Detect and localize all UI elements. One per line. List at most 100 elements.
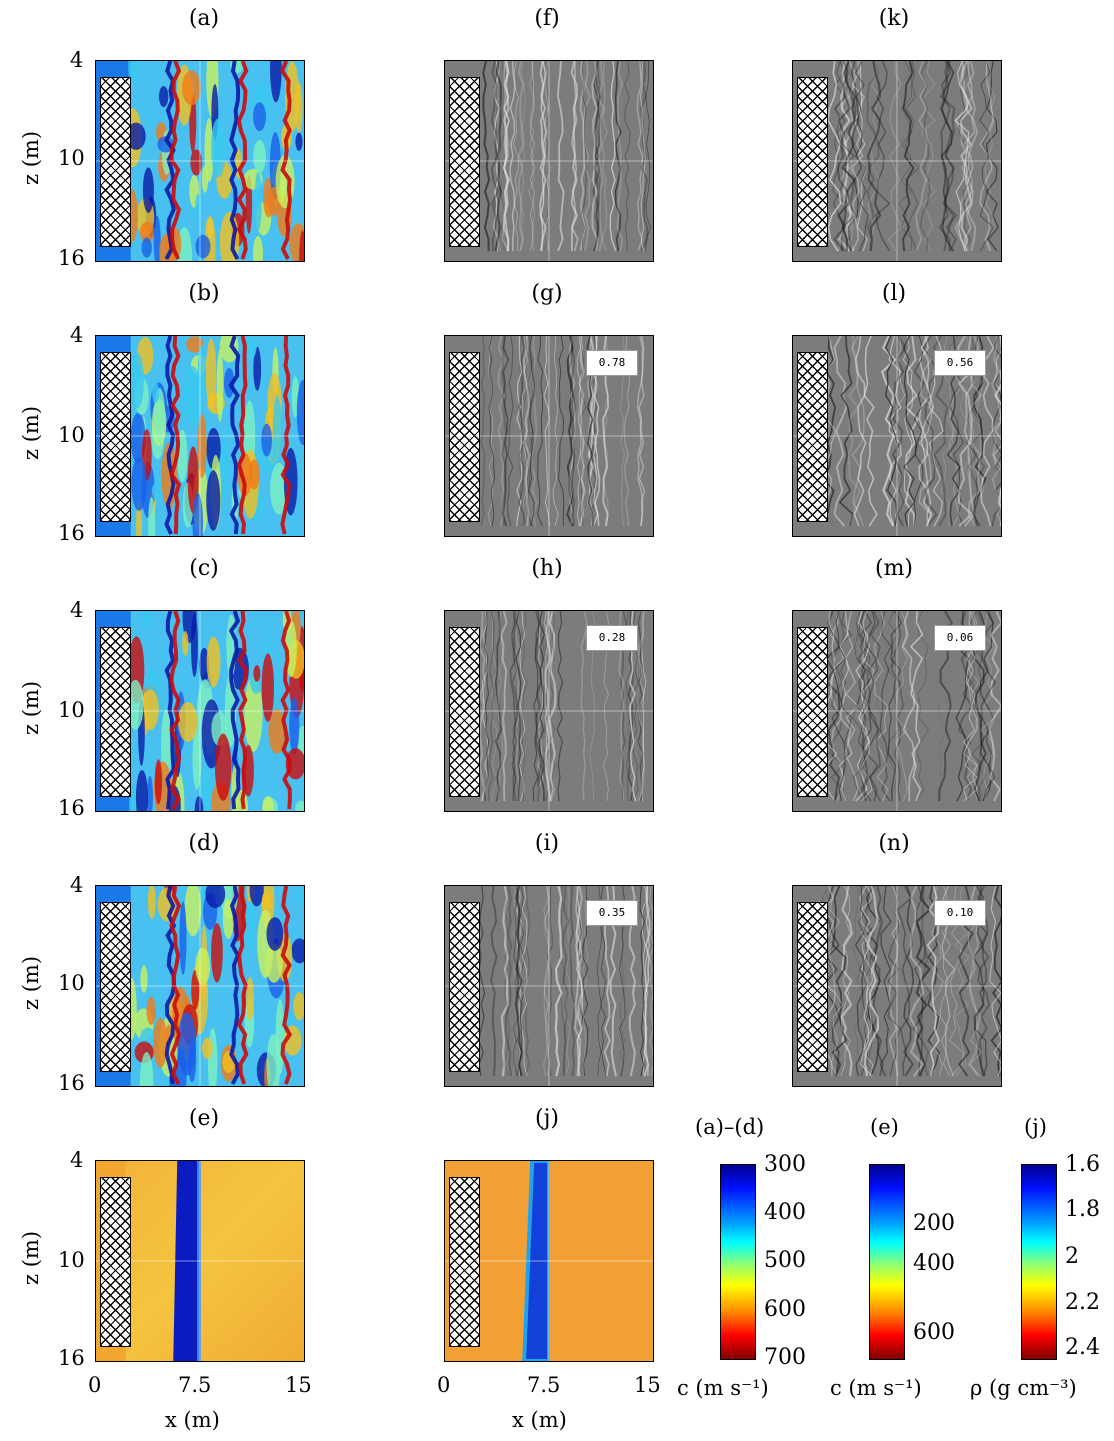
y-tick-bot-row4: 16 xyxy=(58,1071,85,1095)
colorbar-e-tick-1: 400 xyxy=(913,1251,955,1276)
colorbar-j-tick-1: 1.8 xyxy=(1065,1197,1100,1222)
x-tick-max-e: 15 xyxy=(285,1373,312,1397)
panel-f-mask xyxy=(449,77,480,247)
panel-a-velocity-map xyxy=(95,60,305,262)
panel-n-mask xyxy=(797,902,828,1072)
panel-title-d: (d) xyxy=(188,831,220,856)
panel-title-j: (j) xyxy=(535,1106,559,1131)
colorbar-j-tick-4: 2.4 xyxy=(1065,1335,1100,1360)
panel-title-i: (i) xyxy=(534,831,560,856)
panel-c-mask xyxy=(100,627,131,797)
panel-title-h: (h) xyxy=(531,556,563,581)
panel-c-image xyxy=(96,611,304,811)
colorbar-ad-tick-0: 300 xyxy=(764,1152,806,1177)
panel-h-correlation: 0.28 xyxy=(586,625,638,651)
y-tick-bot-row3: 16 xyxy=(58,796,85,820)
panel-b-velocity-map xyxy=(95,335,305,537)
panel-i-correlation: 0.35 xyxy=(586,900,638,926)
x-tick-mid-j: 7.5 xyxy=(527,1373,561,1397)
y-tick-mid-row1: 10 xyxy=(58,146,85,170)
panel-g-correlation: 0.78 xyxy=(586,350,638,376)
y-tick-mid-row5: 10 xyxy=(58,1248,85,1272)
colorbar-ad-tick-3: 600 xyxy=(764,1297,806,1322)
y-tick-top-row5: 4 xyxy=(70,1148,84,1172)
x-tick-0-j: 0 xyxy=(437,1373,451,1397)
y-axis-label-row2: z (m) xyxy=(19,405,44,461)
panel-g-image: 0.78 xyxy=(444,335,654,537)
panel-i-mask xyxy=(449,902,480,1072)
x-tick-max-j: 15 xyxy=(634,1373,661,1397)
panel-c-velocity-map xyxy=(95,610,305,812)
colorbar-e xyxy=(869,1164,905,1360)
colorbar-j-tick-2: 2 xyxy=(1065,1244,1079,1269)
y-tick-top-row4: 4 xyxy=(70,873,84,897)
panel-n-image: 0.10 xyxy=(792,885,1002,1087)
panel-b-mask xyxy=(100,352,131,522)
colorbar-e-tick-2: 600 xyxy=(913,1320,955,1345)
panel-d-mask xyxy=(100,902,131,1072)
panel-j-density-map xyxy=(444,1160,654,1362)
panel-title-n: (n) xyxy=(878,831,910,856)
panel-i-image: 0.35 xyxy=(444,885,654,1087)
y-tick-mid-row4: 10 xyxy=(58,971,85,995)
panel-m-image: 0.06 xyxy=(792,610,1002,812)
y-axis-label-row4: z (m) xyxy=(19,955,44,1011)
y-tick-bot-row1: 16 xyxy=(58,246,85,270)
colorbar-e-tick-0: 200 xyxy=(913,1211,955,1236)
panel-g-mask xyxy=(449,352,480,522)
panel-title-f: (f) xyxy=(534,6,560,31)
panel-j-mask xyxy=(449,1177,480,1347)
panel-d-velocity-map xyxy=(95,885,305,1087)
colorbar-ad-tick-4: 700 xyxy=(764,1345,806,1370)
panel-l-correlation: 0.56 xyxy=(934,350,986,376)
panel-n-correlation: 0.10 xyxy=(934,900,986,926)
y-axis-label-row3: z (m) xyxy=(19,680,44,736)
y-tick-top-row3: 4 xyxy=(70,598,84,622)
colorbar-ad xyxy=(720,1164,756,1360)
panel-k-mask xyxy=(797,77,828,247)
panel-title-e: (e) xyxy=(188,1106,220,1131)
y-axis-label-row1: z (m) xyxy=(19,130,44,186)
y-tick-mid-row2: 10 xyxy=(58,423,85,447)
colorbar-ad-unit: c (m s⁻¹) xyxy=(677,1376,769,1400)
y-tick-bot-row5: 16 xyxy=(58,1346,85,1370)
panel-h-mask xyxy=(449,627,480,797)
y-tick-mid-row3: 10 xyxy=(58,698,85,722)
panel-title-b: (b) xyxy=(188,281,220,306)
y-axis-label-row5: z (m) xyxy=(19,1230,44,1286)
panel-title-l: (l) xyxy=(881,281,907,306)
panel-title-g: (g) xyxy=(531,281,563,306)
colorbar-e-unit: c (m s⁻¹) xyxy=(830,1376,922,1400)
panel-e-mask xyxy=(100,1177,131,1347)
colorbar-ad-tick-1: 400 xyxy=(764,1200,806,1225)
panel-l-image: 0.56 xyxy=(792,335,1002,537)
panel-k-image xyxy=(792,60,1002,262)
panel-m-correlation: 0.06 xyxy=(934,625,986,651)
panel-title-a: (a) xyxy=(188,6,220,31)
x-axis-label-e: x (m) xyxy=(165,1408,220,1432)
panel-b-image xyxy=(96,336,304,536)
colorbar-ad-title: (a)–(d) xyxy=(695,1115,765,1139)
y-tick-top-row2: 4 xyxy=(70,323,84,347)
panel-h-image: 0.28 xyxy=(444,610,654,812)
panel-l-mask xyxy=(797,352,828,522)
colorbar-ad-tick-2: 500 xyxy=(764,1248,806,1273)
x-tick-0-e: 0 xyxy=(88,1373,102,1397)
panel-e-velocity-map xyxy=(95,1160,305,1362)
x-axis-label-j: x (m) xyxy=(512,1408,567,1432)
panel-title-c: (c) xyxy=(189,556,219,581)
colorbar-j-tick-0: 1.6 xyxy=(1065,1152,1100,1177)
panel-title-k: (k) xyxy=(878,6,910,31)
y-tick-bot-row2: 16 xyxy=(58,521,85,545)
colorbar-j-tick-3: 2.2 xyxy=(1065,1290,1100,1315)
panel-m-mask xyxy=(797,627,828,797)
colorbar-j xyxy=(1021,1164,1057,1360)
colorbar-j-title: (j) xyxy=(1024,1115,1047,1139)
panel-a-mask xyxy=(100,77,131,247)
panel-f-image xyxy=(444,60,654,262)
colorbar-e-title: (e) xyxy=(870,1115,899,1139)
x-tick-mid-e: 7.5 xyxy=(178,1373,212,1397)
panel-title-m: (m) xyxy=(874,556,914,581)
colorbar-j-unit: ρ (g cm⁻³) xyxy=(970,1376,1077,1400)
y-tick-top-row1: 4 xyxy=(70,48,84,72)
